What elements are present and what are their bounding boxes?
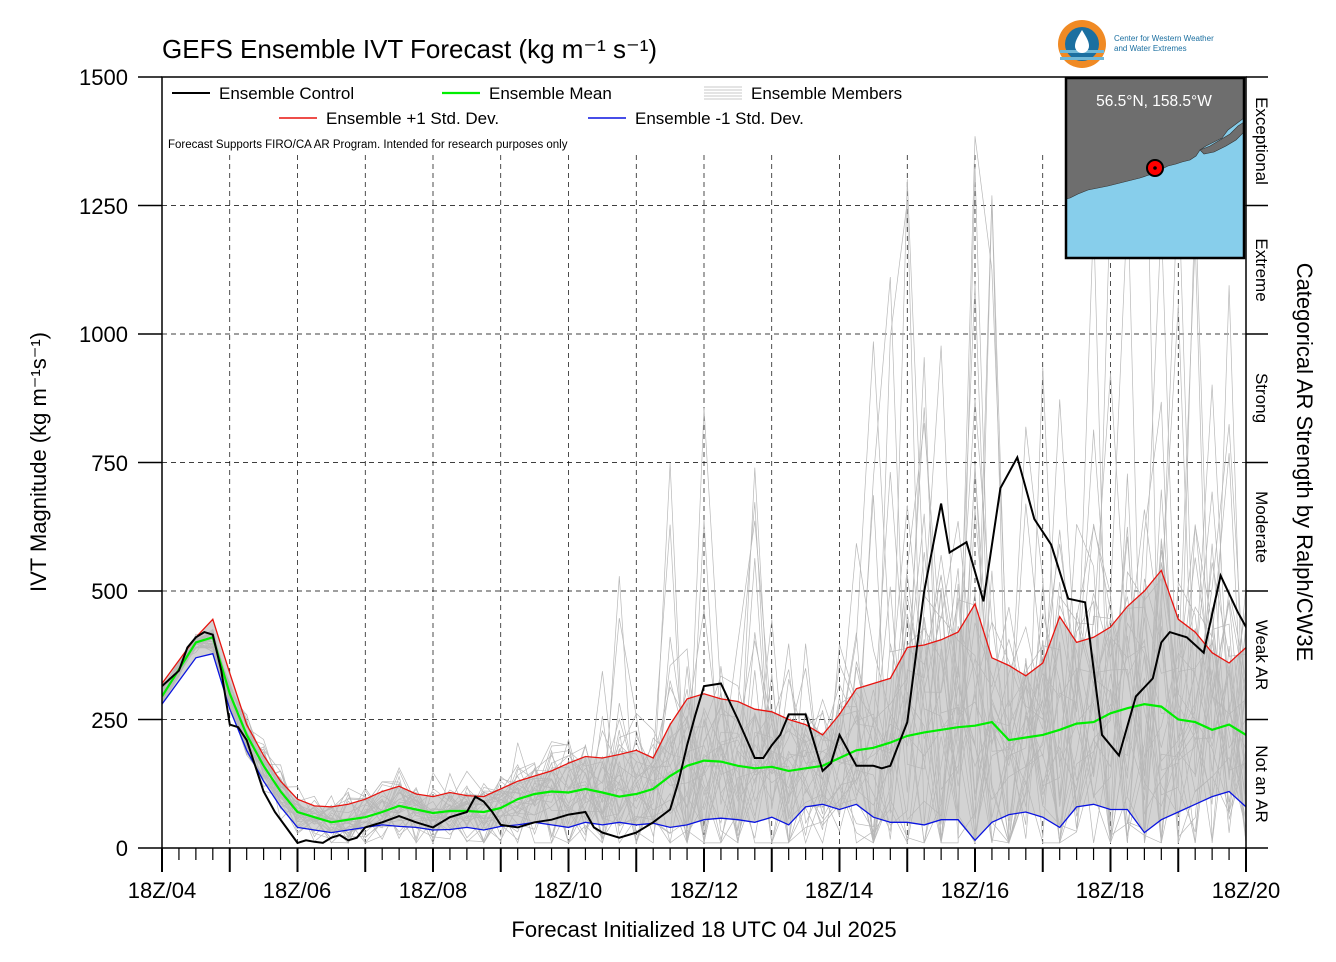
y-tick-label: 1250	[79, 194, 128, 219]
y-tick-label: 1500	[79, 65, 128, 90]
location-inset-map: 56.5°N, 158.5°W	[1064, 76, 1246, 260]
y-axis-title: IVT Magnitude (kg m⁻¹s⁻¹)	[26, 332, 51, 592]
legend-label-minus-std: Ensemble -1 Std. Dev.	[635, 109, 804, 128]
ensemble-member-line	[162, 77, 1246, 844]
y-tick-labels: 0 250 500 750 1000 1250 1500	[79, 65, 128, 861]
ar-category-label: Strong	[1252, 373, 1271, 423]
y-tick-label: 0	[116, 836, 128, 861]
x-tick-label: 18Z/08	[399, 878, 468, 903]
x-tick-label: 18Z/04	[128, 878, 197, 903]
water-drop-icon	[1075, 30, 1089, 53]
legend-label-plus-std: Ensemble +1 Std. Dev.	[326, 109, 499, 128]
ensemble-member-line	[162, 136, 1246, 844]
x-axis-title: Forecast Initialized 18 UTC 04 Jul 2025	[511, 917, 896, 942]
map-frame	[1064, 76, 1246, 260]
ar-category-labels: Not an AR Weak AR Moderate Strong Extrem…	[1252, 97, 1271, 823]
x-tick-label: 18Z/12	[670, 878, 739, 903]
disclaimer-text: Forecast Supports FIRO/CA AR Program. In…	[168, 139, 568, 151]
x-tick-label: 18Z/06	[263, 878, 332, 903]
ar-category-label: Weak AR	[1252, 620, 1271, 691]
x-tick-label: 18Z/20	[1212, 878, 1281, 903]
minus-std-line	[162, 652, 1246, 842]
x-tick-label: 18Z/18	[1076, 878, 1145, 903]
y-tick-label: 750	[91, 451, 128, 476]
y-tick-label: 1000	[79, 322, 128, 347]
location-label: 56.5°N, 158.5°W	[1096, 93, 1212, 110]
std-spread-fill	[162, 570, 1246, 841]
legend-label-control: Ensemble Control	[219, 84, 354, 103]
ensemble-member-line	[162, 513, 1246, 844]
ensemble-member-line	[162, 399, 1246, 844]
ensemble-members	[162, 77, 1246, 845]
y-tick-label: 500	[91, 579, 128, 604]
legend-label-members: Ensemble Members	[751, 84, 902, 103]
ensemble-member-line	[162, 239, 1246, 844]
ensemble-member-line	[162, 198, 1246, 844]
legend: Ensemble Control Ensemble Mean Ensemble …	[168, 84, 902, 151]
x-tick-label: 18Z/16	[941, 878, 1010, 903]
cw3e-logo: Center for Western Weather and Water Ext…	[1058, 20, 1214, 68]
chart-title: GEFS Ensemble IVT Forecast (kg m⁻¹ s⁻¹)	[162, 34, 657, 64]
ensemble-mean-line	[162, 635, 1246, 824]
plus-std-line	[162, 569, 1246, 808]
right-axis-title: Categorical AR Strength by Ralph/CW3E	[1292, 263, 1317, 662]
ensemble-control-line	[162, 454, 1246, 845]
legend-swatch-members	[704, 86, 742, 100]
x-tick-labels: 18Z/04 18Z/06 18Z/08 18Z/10 18Z/12 18Z/1…	[128, 878, 1281, 903]
ensemble-member-line	[162, 195, 1246, 845]
ar-category-label: Not an AR	[1252, 745, 1271, 823]
legend-label-mean: Ensemble Mean	[489, 84, 612, 103]
x-tick-label: 18Z/14	[805, 878, 874, 903]
ensemble-member-line	[162, 167, 1246, 844]
logo-text-line1: Center for Western Weather	[1114, 34, 1214, 43]
ensemble-member-line	[162, 179, 1246, 844]
x-tick-label: 18Z/10	[534, 878, 603, 903]
ar-category-label: Moderate	[1252, 491, 1271, 563]
logo-text-line2: and Water Extremes	[1114, 44, 1187, 53]
ar-category-label: Exceptional	[1252, 97, 1271, 185]
y-tick-label: 250	[91, 708, 128, 733]
ensemble-member-line	[162, 605, 1246, 844]
ar-category-label: Extreme	[1252, 238, 1271, 301]
ensemble-member-line	[162, 503, 1246, 844]
axes	[138, 76, 1268, 872]
